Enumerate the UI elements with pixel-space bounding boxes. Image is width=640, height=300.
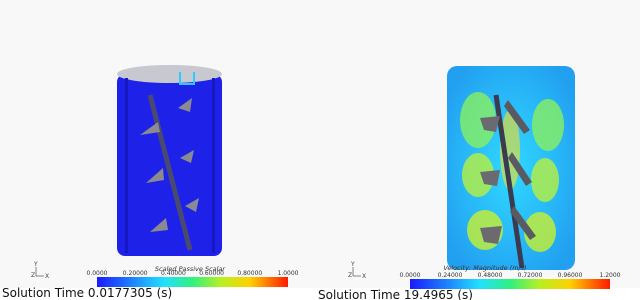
colorbar-tick-label: 0.96000 — [558, 272, 583, 279]
colorbar-title: Velocity: Magnitude (m/s) — [443, 264, 526, 272]
axis-label: Y — [350, 261, 355, 268]
colorbar-title: Scaled Passive Scalar — [155, 265, 227, 273]
colorbar-tick-label: 1.2000 — [600, 272, 621, 279]
axis-label: X — [45, 273, 49, 280]
colorbar-tick-label: 0.24000 — [438, 272, 463, 279]
axis-triad — [35, 267, 361, 277]
colorbar-tick-label: 0.20000 — [123, 270, 148, 277]
colorbar-tick-label: 0.0000 — [87, 270, 108, 277]
axis-label: Y — [33, 261, 38, 268]
colorbar-tick-label: 1.0000 — [278, 270, 299, 277]
axis-label: Z — [348, 272, 352, 279]
axis-label: Z — [31, 272, 35, 279]
colorbar-tick-label: 0.48000 — [478, 272, 503, 279]
axis-label: X — [362, 273, 366, 280]
solution-time: Solution Time 0.0177305 (s) — [2, 286, 172, 300]
solution-time: Solution Time 19.4965 (s) — [318, 288, 473, 300]
colorbar-tick-label: 0.72000 — [518, 272, 543, 279]
bottom-band — [0, 288, 640, 300]
colorbar-tick-label: 0.40000 — [161, 270, 186, 277]
left-tank — [117, 65, 222, 256]
colorbar — [97, 277, 288, 287]
colorbar-tick-label: 0.80000 — [237, 270, 262, 277]
right-tank — [447, 66, 575, 270]
colorbar-tick-label: 0.60000 — [199, 270, 224, 277]
colorbar-tick-label: 0.0000 — [400, 272, 421, 279]
colorbar — [410, 279, 610, 289]
